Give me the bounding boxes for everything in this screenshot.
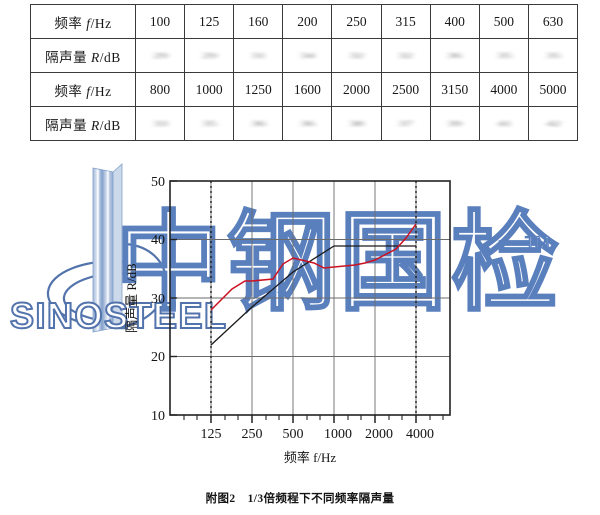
cell-freq-2-7: 4000 [478, 72, 529, 107]
chart-y-ticks [170, 180, 177, 416]
series-measured-curve [210, 223, 417, 311]
figure-container: SINOSTEEL 中钢国检 TM [0, 150, 600, 515]
cell-val-1-3: 34 [282, 38, 333, 73]
cell-val-2-1: 35 [184, 106, 235, 141]
x-tick-4000: 4000 [406, 427, 434, 442]
redacted-value: 39 [447, 119, 463, 128]
sinosteel-wordmark: SINOSTEEL [10, 295, 228, 336]
chart-x-tick-labels: 125 250 500 1000 2000 4000 [201, 427, 435, 442]
redacted-value: 35 [496, 51, 512, 60]
brand-cn-text: 中钢国检 [115, 201, 563, 326]
chart-y-axis-label: 隔声量 R/dB [124, 263, 139, 333]
x-tick-250: 250 [242, 427, 263, 442]
x-tick-1000: 1000 [324, 427, 352, 442]
x-tick-500: 500 [283, 427, 304, 442]
series-reference-curve [210, 245, 416, 346]
x-tick-125: 125 [201, 427, 222, 442]
sound-reduction-table-container: 频率 f/Hz 100 125 160 200 250 315 400 500 … [30, 4, 579, 141]
cell-freq-2-5: 2500 [380, 72, 431, 107]
cell-freq-2-1: 1000 [184, 72, 235, 107]
cell-val-2-6: 39 [429, 106, 480, 141]
chart-x-minor-ticks [183, 415, 444, 420]
table-row: 隔声量 R/dB 29 29 31 34 32 32 36 35 35 [30, 38, 579, 73]
caption-text: 1/3倍频程下不同频率隔声量 [247, 493, 395, 505]
cell-val-2-3: 36 [282, 106, 333, 141]
chart-gridlines-horizontal [170, 239, 450, 357]
redacted-value: 29 [153, 51, 168, 60]
cell-val-1-4: 32 [331, 38, 382, 73]
cell-val-2-2: 36 [233, 106, 284, 141]
table-row: 隔声量 R/dB 33 35 36 36 38 37 39 41 42 [30, 106, 579, 141]
chart: 50 40 30 20 10 [124, 175, 451, 465]
table-row: 频率 f/Hz 800 1000 1250 1600 2000 2500 315… [30, 72, 579, 107]
cell-freq-1-4: 250 [331, 4, 382, 39]
redacted-value: 36 [447, 51, 463, 60]
redacted-value: 31 [251, 51, 266, 60]
cell-freq-1-7: 500 [478, 4, 529, 39]
caption-number: 附图2 [205, 493, 236, 505]
cell-freq-1-0: 100 [134, 4, 186, 39]
brand-cn-watermark: 中钢国检 TM [114, 200, 563, 327]
chart-x-major-ticks [210, 415, 417, 423]
figure-caption: 附图2 1/3倍频程下不同频率隔声量 [0, 490, 600, 506]
cell-freq-2-0: 800 [134, 72, 186, 107]
y-tick-50: 50 [151, 175, 165, 190]
redacted-value: 35 [545, 51, 561, 60]
redacted-value: 36 [251, 119, 266, 128]
cell-freq-2-8: 5000 [527, 72, 579, 107]
cell-freq-2-4: 2000 [331, 72, 382, 107]
chart-reference-lines [210, 181, 417, 415]
cell-val-2-8: 42 [527, 106, 579, 141]
tower-icon [92, 163, 123, 333]
cell-val-2-4: 38 [331, 106, 382, 141]
x-tick-2000: 2000 [365, 427, 393, 442]
row-label-frequency-2: 频率 f/Hz [30, 72, 136, 107]
redacted-value: 42 [545, 119, 561, 128]
cell-val-2-7: 41 [478, 106, 529, 141]
cell-freq-2-3: 1600 [282, 72, 333, 107]
redacted-value: 29 [202, 51, 217, 60]
cell-val-2-5: 37 [380, 106, 431, 141]
cell-freq-1-8: 630 [527, 4, 579, 39]
y-tick-20: 20 [151, 350, 165, 365]
cell-freq-1-3: 200 [282, 4, 333, 39]
table-row: 频率 f/Hz 100 125 160 200 250 315 400 500 … [30, 4, 579, 39]
redacted-value: 36 [300, 119, 315, 128]
row-label-sound-reduction-1: 隔声量 R/dB [30, 38, 136, 73]
redacted-value: 41 [496, 119, 512, 128]
cell-val-1-8: 35 [527, 38, 579, 73]
row-label-sound-reduction-2: 隔声量 R/dB [30, 106, 136, 141]
y-tick-10: 10 [151, 409, 165, 424]
redacted-value: 38 [349, 119, 364, 128]
chart-y-tick-labels: 50 40 30 20 10 [151, 175, 165, 424]
cell-val-1-7: 35 [478, 38, 529, 73]
cell-val-1-6: 36 [429, 38, 480, 73]
cell-freq-1-1: 125 [184, 4, 235, 39]
redacted-value: 33 [153, 119, 168, 128]
y-tick-40: 40 [151, 233, 165, 248]
redacted-value: 32 [398, 51, 414, 60]
cell-val-1-2: 31 [233, 38, 284, 73]
cell-freq-1-2: 160 [233, 4, 284, 39]
trademark-icon: TM [525, 233, 550, 252]
sinosteel-logo-watermark: SINOSTEEL [9, 163, 228, 337]
cell-val-1-0: 29 [134, 38, 186, 73]
sound-reduction-table: 频率 f/Hz 100 125 160 200 250 315 400 500 … [30, 4, 579, 141]
chart-x-axis-label: 频率 f/Hz [284, 450, 337, 465]
cell-val-2-0: 33 [134, 106, 186, 141]
cell-val-1-1: 29 [184, 38, 235, 73]
redacted-value: 35 [202, 119, 217, 128]
cell-freq-2-2: 1250 [233, 72, 284, 107]
cell-freq-1-6: 400 [429, 4, 480, 39]
row-label-frequency-1: 频率 f/Hz [30, 4, 136, 39]
cell-val-1-5: 32 [380, 38, 431, 73]
cell-freq-1-5: 315 [380, 4, 431, 39]
cell-freq-2-6: 3150 [429, 72, 480, 107]
y-tick-30: 30 [151, 292, 165, 307]
redacted-value: 32 [349, 51, 364, 60]
redacted-value: 37 [398, 119, 414, 128]
redacted-value: 34 [300, 51, 315, 60]
